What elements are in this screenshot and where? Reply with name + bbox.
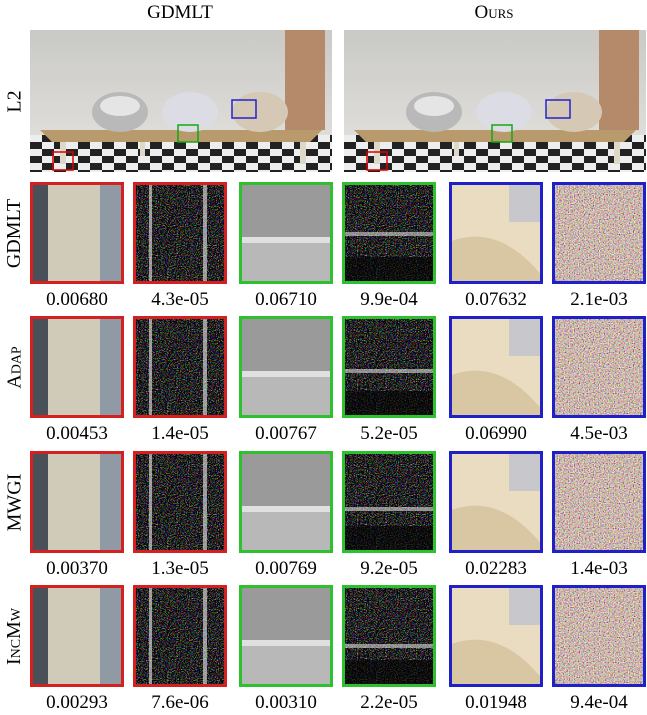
error-crop — [342, 451, 436, 553]
error-crop — [552, 182, 646, 284]
image-crop — [239, 451, 333, 553]
error-value: 0.00680 — [25, 289, 129, 311]
error-crop — [342, 585, 436, 687]
error-value: 1.3e-05 — [128, 558, 232, 580]
error-value: 0.00769 — [234, 558, 338, 580]
error-value: 0.02283 — [444, 558, 548, 580]
column-header: Ours — [344, 2, 644, 24]
error-value: 1.4e-03 — [547, 558, 647, 580]
error-value: 0.06990 — [444, 423, 548, 445]
error-value: 4.5e-03 — [547, 423, 647, 445]
image-crop — [30, 316, 124, 418]
image-crop — [239, 316, 333, 418]
row-label: IncMw — [4, 607, 27, 664]
figure: GDMLT Ours L2 GDMLT 0.006804.3e-050.06710… — [0, 0, 647, 715]
scene-image — [30, 30, 332, 172]
column-header: GDMLT — [30, 2, 330, 24]
error-value: 9.2e-05 — [337, 558, 441, 580]
image-crop — [30, 451, 124, 553]
error-value: 0.06710 — [234, 289, 338, 311]
image-crop — [239, 182, 333, 284]
error-value: 1.4e-05 — [128, 423, 232, 445]
error-crop — [552, 451, 646, 553]
row-label-box: MWGI — [0, 451, 30, 553]
error-value: 0.00310 — [234, 692, 338, 714]
error-crop — [133, 182, 227, 284]
row-label: GDMLT — [4, 198, 27, 267]
row-label-box: GDMLT — [0, 182, 30, 284]
image-crop — [30, 585, 124, 687]
image-crop — [449, 585, 543, 687]
row-label: Adap — [4, 346, 27, 388]
error-value: 2.2e-05 — [337, 692, 441, 714]
error-crop — [552, 585, 646, 687]
error-value: 0.00370 — [25, 558, 129, 580]
error-crop — [133, 585, 227, 687]
error-value: 9.9e-04 — [337, 289, 441, 311]
row-label: MWGI — [4, 473, 27, 531]
error-value: 5.2e-05 — [337, 423, 441, 445]
error-value: 2.1e-03 — [547, 289, 647, 311]
error-value: 0.07632 — [444, 289, 548, 311]
error-value: 9.4e-04 — [547, 692, 647, 714]
error-crop — [133, 451, 227, 553]
error-value: 0.00767 — [234, 423, 338, 445]
image-crop — [449, 316, 543, 418]
error-crop — [342, 182, 436, 284]
error-crop — [342, 316, 436, 418]
image-crop — [449, 182, 543, 284]
error-crop — [552, 316, 646, 418]
scene-image — [344, 30, 646, 172]
image-crop — [30, 182, 124, 284]
row-label: L2 — [4, 90, 27, 112]
image-crop — [239, 585, 333, 687]
error-value: 0.01948 — [444, 692, 548, 714]
image-crop — [449, 451, 543, 553]
error-value: 0.00293 — [25, 692, 129, 714]
row-label-box: IncMw — [0, 585, 30, 687]
error-value: 4.3e-05 — [128, 289, 232, 311]
error-value: 7.6e-06 — [128, 692, 232, 714]
row-label-box: L2 — [0, 30, 30, 172]
error-value: 0.00453 — [25, 423, 129, 445]
error-crop — [133, 316, 227, 418]
row-label-box: Adap — [0, 316, 30, 418]
